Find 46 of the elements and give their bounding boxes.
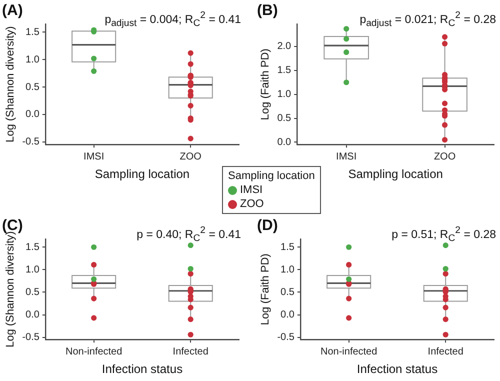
legend-title: Sampling location [228,170,315,182]
y-tick-label: 1.0 [26,54,40,66]
y-tick-label: 0.5 [280,286,295,298]
x-tick-label: Non-infected [65,346,122,358]
x-axis-title: Sampling location [94,167,190,182]
y-tick-label: 1.5 [277,65,292,76]
annotation: p$_{adjust}$ = 0.021; R$_{C}$$^{2}$ = 0.28 [360,10,496,30]
y-tick-label: 2.0 [277,41,292,52]
annotation: p = 0.40; R$_{C}$$^{2}$ = 0.41 [136,225,241,244]
y-axis-title: Log (Faith PD) [260,254,272,326]
annotation: p$_{adjust}$ = 0.004; R$_{C}$$^{2}$ = 0.41 [104,10,241,30]
chart-title: (A) [2,2,23,20]
y-tick-label: 1.5 [26,242,40,253]
legend-label: ZOO [240,198,264,210]
x-tick-label: Non-infected [320,346,378,358]
y-tick-label: -0.5 [22,136,40,148]
x-tick-label: IMSI [336,151,357,162]
x-tick-label: IMSI [84,151,104,162]
y-tick-label: 0.5 [26,286,40,298]
y-tick-label: 0.0 [26,310,40,321]
x-tick-label: Infected [172,346,208,358]
y-tick-label: 1.5 [26,26,40,38]
x-tick-label: ZOO [434,151,456,162]
legend-label: IMSI [240,184,263,196]
x-tick-label: ZOO [180,151,202,162]
chart-title: (D) [257,217,278,234]
y-tick-label: 1.0 [277,89,292,100]
x-axis-title: Infection status [102,362,183,376]
y-tick-label: -0.5 [277,332,295,344]
y-tick-label: 1.0 [280,264,295,276]
x-tick-label: Infected [428,346,464,358]
x-axis-title: Infection status [356,362,438,376]
y-tick-label: 0.5 [277,113,292,124]
y-axis-title: Log (Faith PD) [260,48,272,120]
y-tick-label: -0.5 [22,332,40,344]
chart-title: (B) [257,2,278,20]
y-tick-label: 1.0 [26,264,40,276]
y-axis-title: Log (Shannon diversity) [4,231,17,348]
y-tick-label: 0.5 [26,82,40,93]
annotation: p = 0.51; R$_{C}$$^{2}$ = 0.28 [392,225,496,244]
y-tick-label: 0.0 [277,136,292,148]
y-tick-label: 0.0 [26,109,40,120]
y-axis-title: Log (Shannon diversity) [4,26,17,142]
y-tick-label: 1.5 [280,242,295,253]
x-axis-title: Sampling location [348,167,443,182]
y-tick-label: 0.0 [280,310,295,321]
